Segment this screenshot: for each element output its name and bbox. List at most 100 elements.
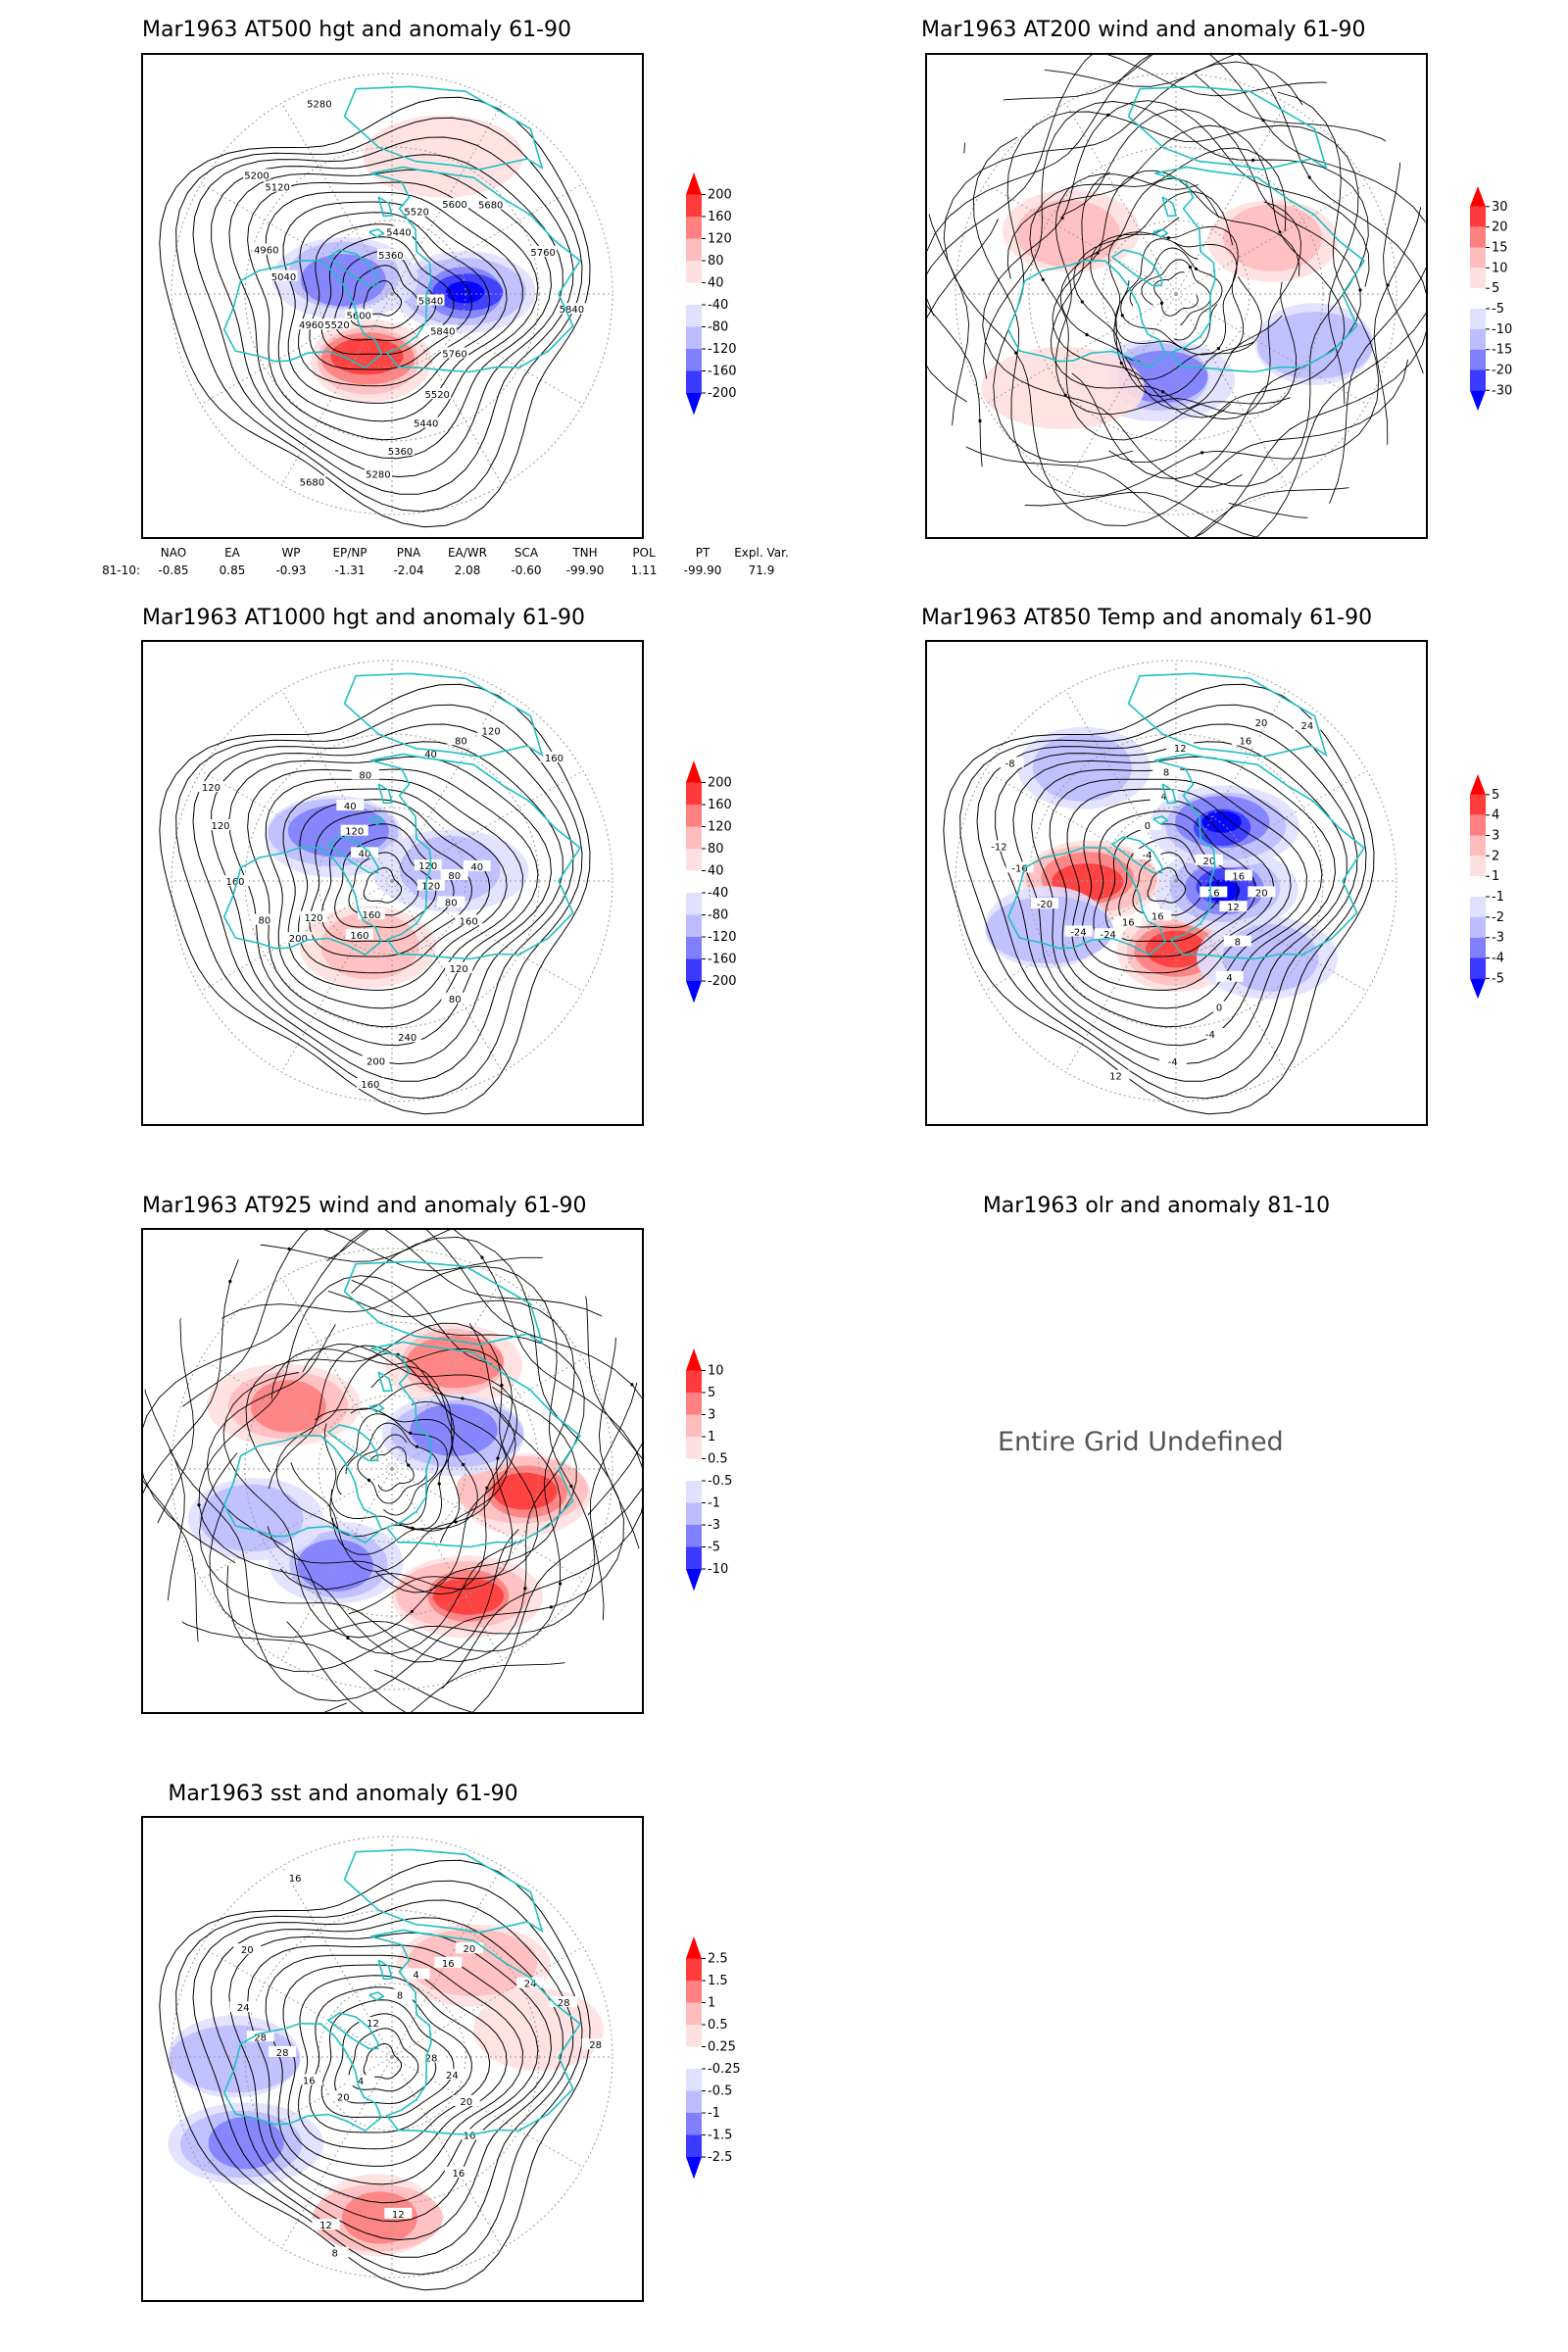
contour-lines — [159, 96, 591, 528]
colorbar-swatch — [686, 194, 702, 217]
contour-labels: 5840584057605520544053605280568056005520… — [243, 97, 586, 488]
contour-label: 5040 — [271, 272, 296, 283]
contour-label: 120 — [345, 827, 364, 838]
graticule — [171, 1248, 613, 1690]
contour-label: 40 — [344, 802, 357, 812]
colorbar-tick-label: 0.5 — [708, 2018, 728, 2033]
colorbar-tick-label: -1 — [708, 2106, 720, 2121]
contour-label: 160 — [545, 754, 564, 764]
contour-label: 40 — [359, 849, 371, 859]
tc-value: 1.11 — [630, 564, 658, 577]
contour-label: 12 — [367, 2019, 379, 2030]
contour-label: 5680 — [300, 477, 324, 488]
contour-label: 80 — [445, 899, 458, 909]
contour-label: 8 — [397, 1991, 403, 2002]
contour-label: 28 — [276, 2048, 289, 2059]
panel-title-olr: Mar1963 olr and anomaly 81-10 — [982, 1194, 1331, 1218]
colorbar-swatch — [686, 2069, 702, 2091]
colorbar-tick-label: -2.5 — [708, 2150, 732, 2165]
colorbar-tick-label: 120 — [708, 820, 732, 835]
panel-title-925wind: Mar1963 AT925 wind and anomaly 61-90 — [142, 1194, 587, 1218]
contour-label: 5520 — [424, 390, 449, 401]
contour-label: 5840 — [418, 297, 443, 308]
contour-label: -4 — [1143, 851, 1152, 861]
colorbar-arrow-bottom — [686, 393, 702, 416]
contour-label: 20 — [1255, 888, 1268, 899]
colorbar-swatch — [686, 282, 702, 305]
streamlines — [143, 1230, 642, 1712]
tc-header: SCA — [514, 546, 539, 560]
colorbar-arrow-top — [686, 760, 702, 783]
contour-label: 28 — [254, 2033, 267, 2043]
colorbar-swatch — [686, 914, 702, 937]
colorbar-swatch — [1470, 937, 1486, 958]
contour-label: 5760 — [530, 248, 555, 259]
contour-label: 16 — [442, 1959, 455, 1970]
colorbar-swatch — [686, 1525, 702, 1547]
colorbar-tick-label: -30 — [1492, 383, 1512, 398]
contour-label: 5520 — [404, 208, 428, 219]
colorbar-tick-label: 80 — [708, 254, 724, 269]
contour-label: -8 — [1005, 759, 1015, 769]
colorbar-swatch — [1470, 916, 1486, 938]
colorbar-tick-label: -200 — [708, 386, 737, 401]
colorbar-arrow-top — [686, 1348, 702, 1371]
contour-label: 40 — [470, 862, 483, 873]
graticule — [955, 660, 1397, 1102]
map-500hgt: 5840 5840 5760 5520 5440 5360 5280 5680 5600 5520… — [141, 53, 644, 539]
teleconnection-table: NAO EA WP EP/NP PNA EA/WR SCA TNH POL PT… — [93, 544, 791, 579]
tc-value: 2.08 — [454, 564, 481, 577]
polar-stereo-map — [143, 1230, 642, 1712]
contour-label: 80 — [448, 871, 461, 882]
colorbar-swatch — [1470, 814, 1486, 836]
contour-label: 8 — [1235, 938, 1241, 949]
contour-label: 200 — [289, 934, 308, 945]
colorbar-tick-label: -2 — [1492, 910, 1504, 925]
colorbar-tick-label: 40 — [708, 864, 724, 879]
colorbar-swatch — [1470, 876, 1486, 897]
coastlines — [222, 1848, 582, 2136]
tc-header: EA/WR — [447, 546, 488, 560]
colorbar-swatch — [686, 2090, 702, 2113]
graticule — [171, 1836, 613, 2278]
contour-lines — [159, 683, 591, 1115]
contour-label: 5280 — [307, 100, 331, 111]
colorbar-swatch — [1470, 247, 1486, 269]
colorbar-tick-label: -1 — [708, 1496, 720, 1511]
tc-value: 0.85 — [219, 564, 246, 577]
contour-labels: 2824201616121284201628282420161284162024… — [229, 1872, 610, 2260]
contour-label: 80 — [259, 916, 271, 927]
contour-label: 20 — [460, 2097, 472, 2108]
colorbar-tick-label: 1.5 — [708, 1974, 728, 1988]
colorbar-tick-label: -80 — [708, 320, 728, 335]
tc-header: TNH — [572, 546, 598, 560]
tc-value: -1.31 — [334, 564, 366, 577]
contour-label: 12 — [392, 2210, 405, 2221]
colorbar-tick-label: -3 — [1492, 931, 1504, 946]
colorbar-swatch — [686, 217, 702, 239]
colorbar-swatch — [1470, 856, 1486, 877]
contour-label: 160 — [362, 910, 380, 921]
contour-label: -12 — [991, 843, 1006, 854]
contour-label: 12 — [1174, 744, 1187, 755]
colorbar-tick-label: -1 — [1492, 890, 1504, 905]
contour-label: 16 — [289, 1874, 302, 1885]
colorbar-tick-label: 40 — [708, 276, 724, 291]
contour-label: 80 — [449, 995, 462, 1005]
contour-labels: 16 12 8 4 0 -4 -4 12 16 16 -24 -24 -20 -16 -12 -8 -4 0 4 8 1… — [985, 715, 1321, 1083]
tc-header: EP/NP — [332, 546, 368, 560]
colorbar-tick-label: -5 — [708, 1541, 720, 1555]
colorbar-swatch — [1470, 835, 1486, 857]
tc-row-label: 81-10: — [102, 564, 140, 577]
tc-header: POL — [632, 546, 656, 560]
colorbar-tick-label: -10 — [708, 1562, 728, 1577]
tc-header: PNA — [396, 546, 421, 560]
contour-label: 0 — [1216, 1004, 1222, 1014]
tc-value: -0.93 — [275, 564, 307, 577]
tc-value: 71.9 — [748, 564, 775, 577]
colorbar-swatch — [1470, 268, 1486, 289]
colorbar-tick-label: 200 — [708, 776, 732, 791]
colorbar-200wind: 30 20 15 10 5 -5 -10 -15 -20 -30 — [1470, 186, 1548, 441]
colorbar-swatch — [686, 937, 702, 959]
contour-label: 8 — [332, 2249, 338, 2260]
